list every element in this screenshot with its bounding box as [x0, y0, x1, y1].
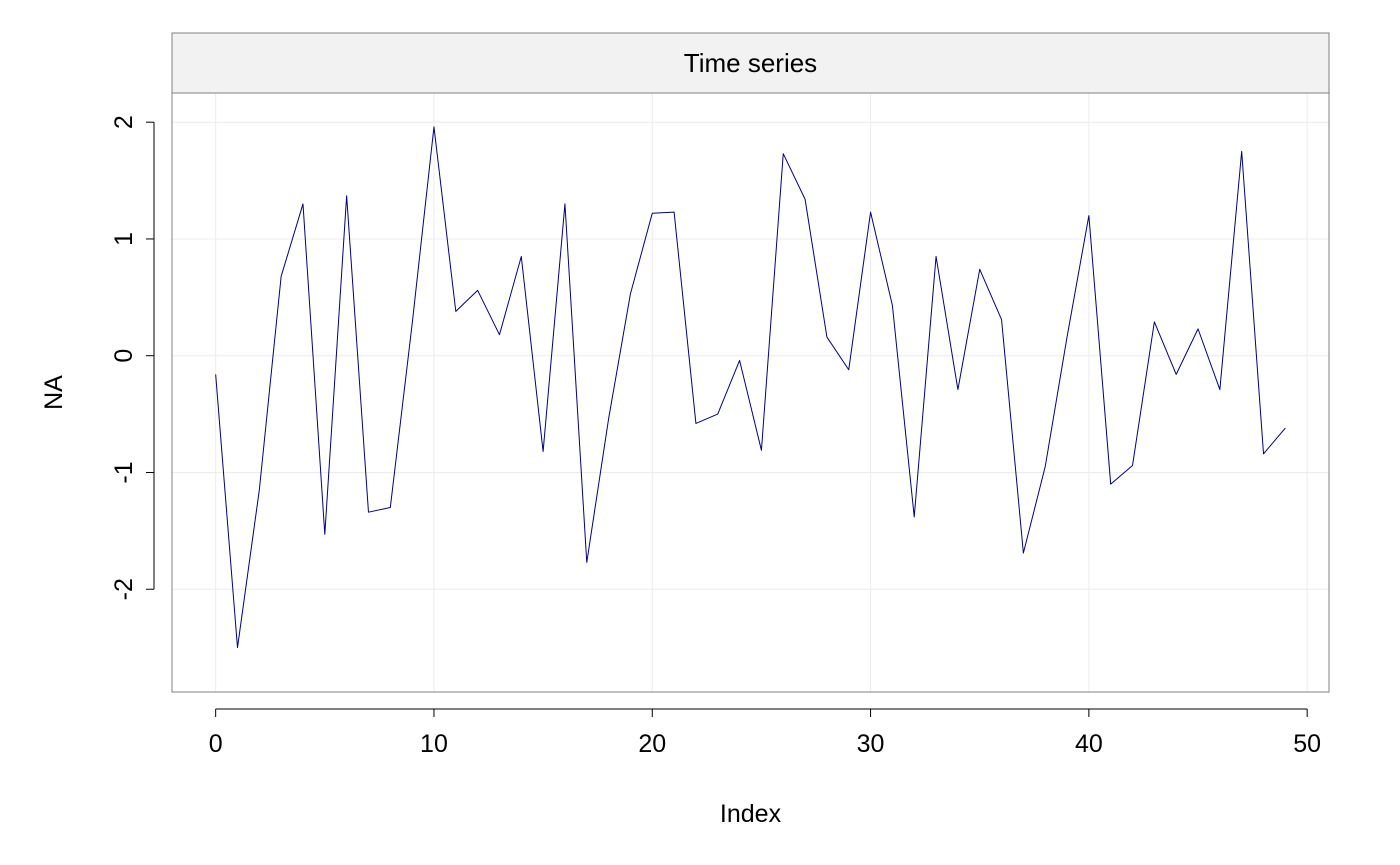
chart-title: Time series	[684, 48, 817, 78]
x-axis: 0 10 20 30 40 50	[209, 708, 1321, 758]
x-tick-label: 40	[1075, 730, 1103, 758]
y-axis: -2 -1 0 1 2	[110, 115, 155, 600]
y-tick-label: -1	[110, 461, 138, 483]
x-tick-label: 20	[638, 730, 666, 758]
y-tick-label: -2	[110, 578, 138, 600]
x-tick-label: 10	[420, 730, 448, 758]
series-line-group	[215, 126, 1286, 649]
gridlines	[172, 93, 1329, 692]
x-tick-label: 0	[209, 730, 223, 758]
panel-frame	[171, 92, 1330, 693]
y-tick-label: 1	[110, 232, 138, 246]
y-tick-label: 2	[110, 115, 138, 129]
strip-header	[171, 32, 1330, 94]
y-axis-label: NA	[40, 375, 68, 410]
series-line	[215, 126, 1286, 649]
x-tick-label: 30	[857, 730, 885, 758]
x-axis-label: Index	[720, 800, 782, 828]
y-tick-label: 0	[110, 349, 138, 363]
x-tick-label: 50	[1293, 730, 1321, 758]
